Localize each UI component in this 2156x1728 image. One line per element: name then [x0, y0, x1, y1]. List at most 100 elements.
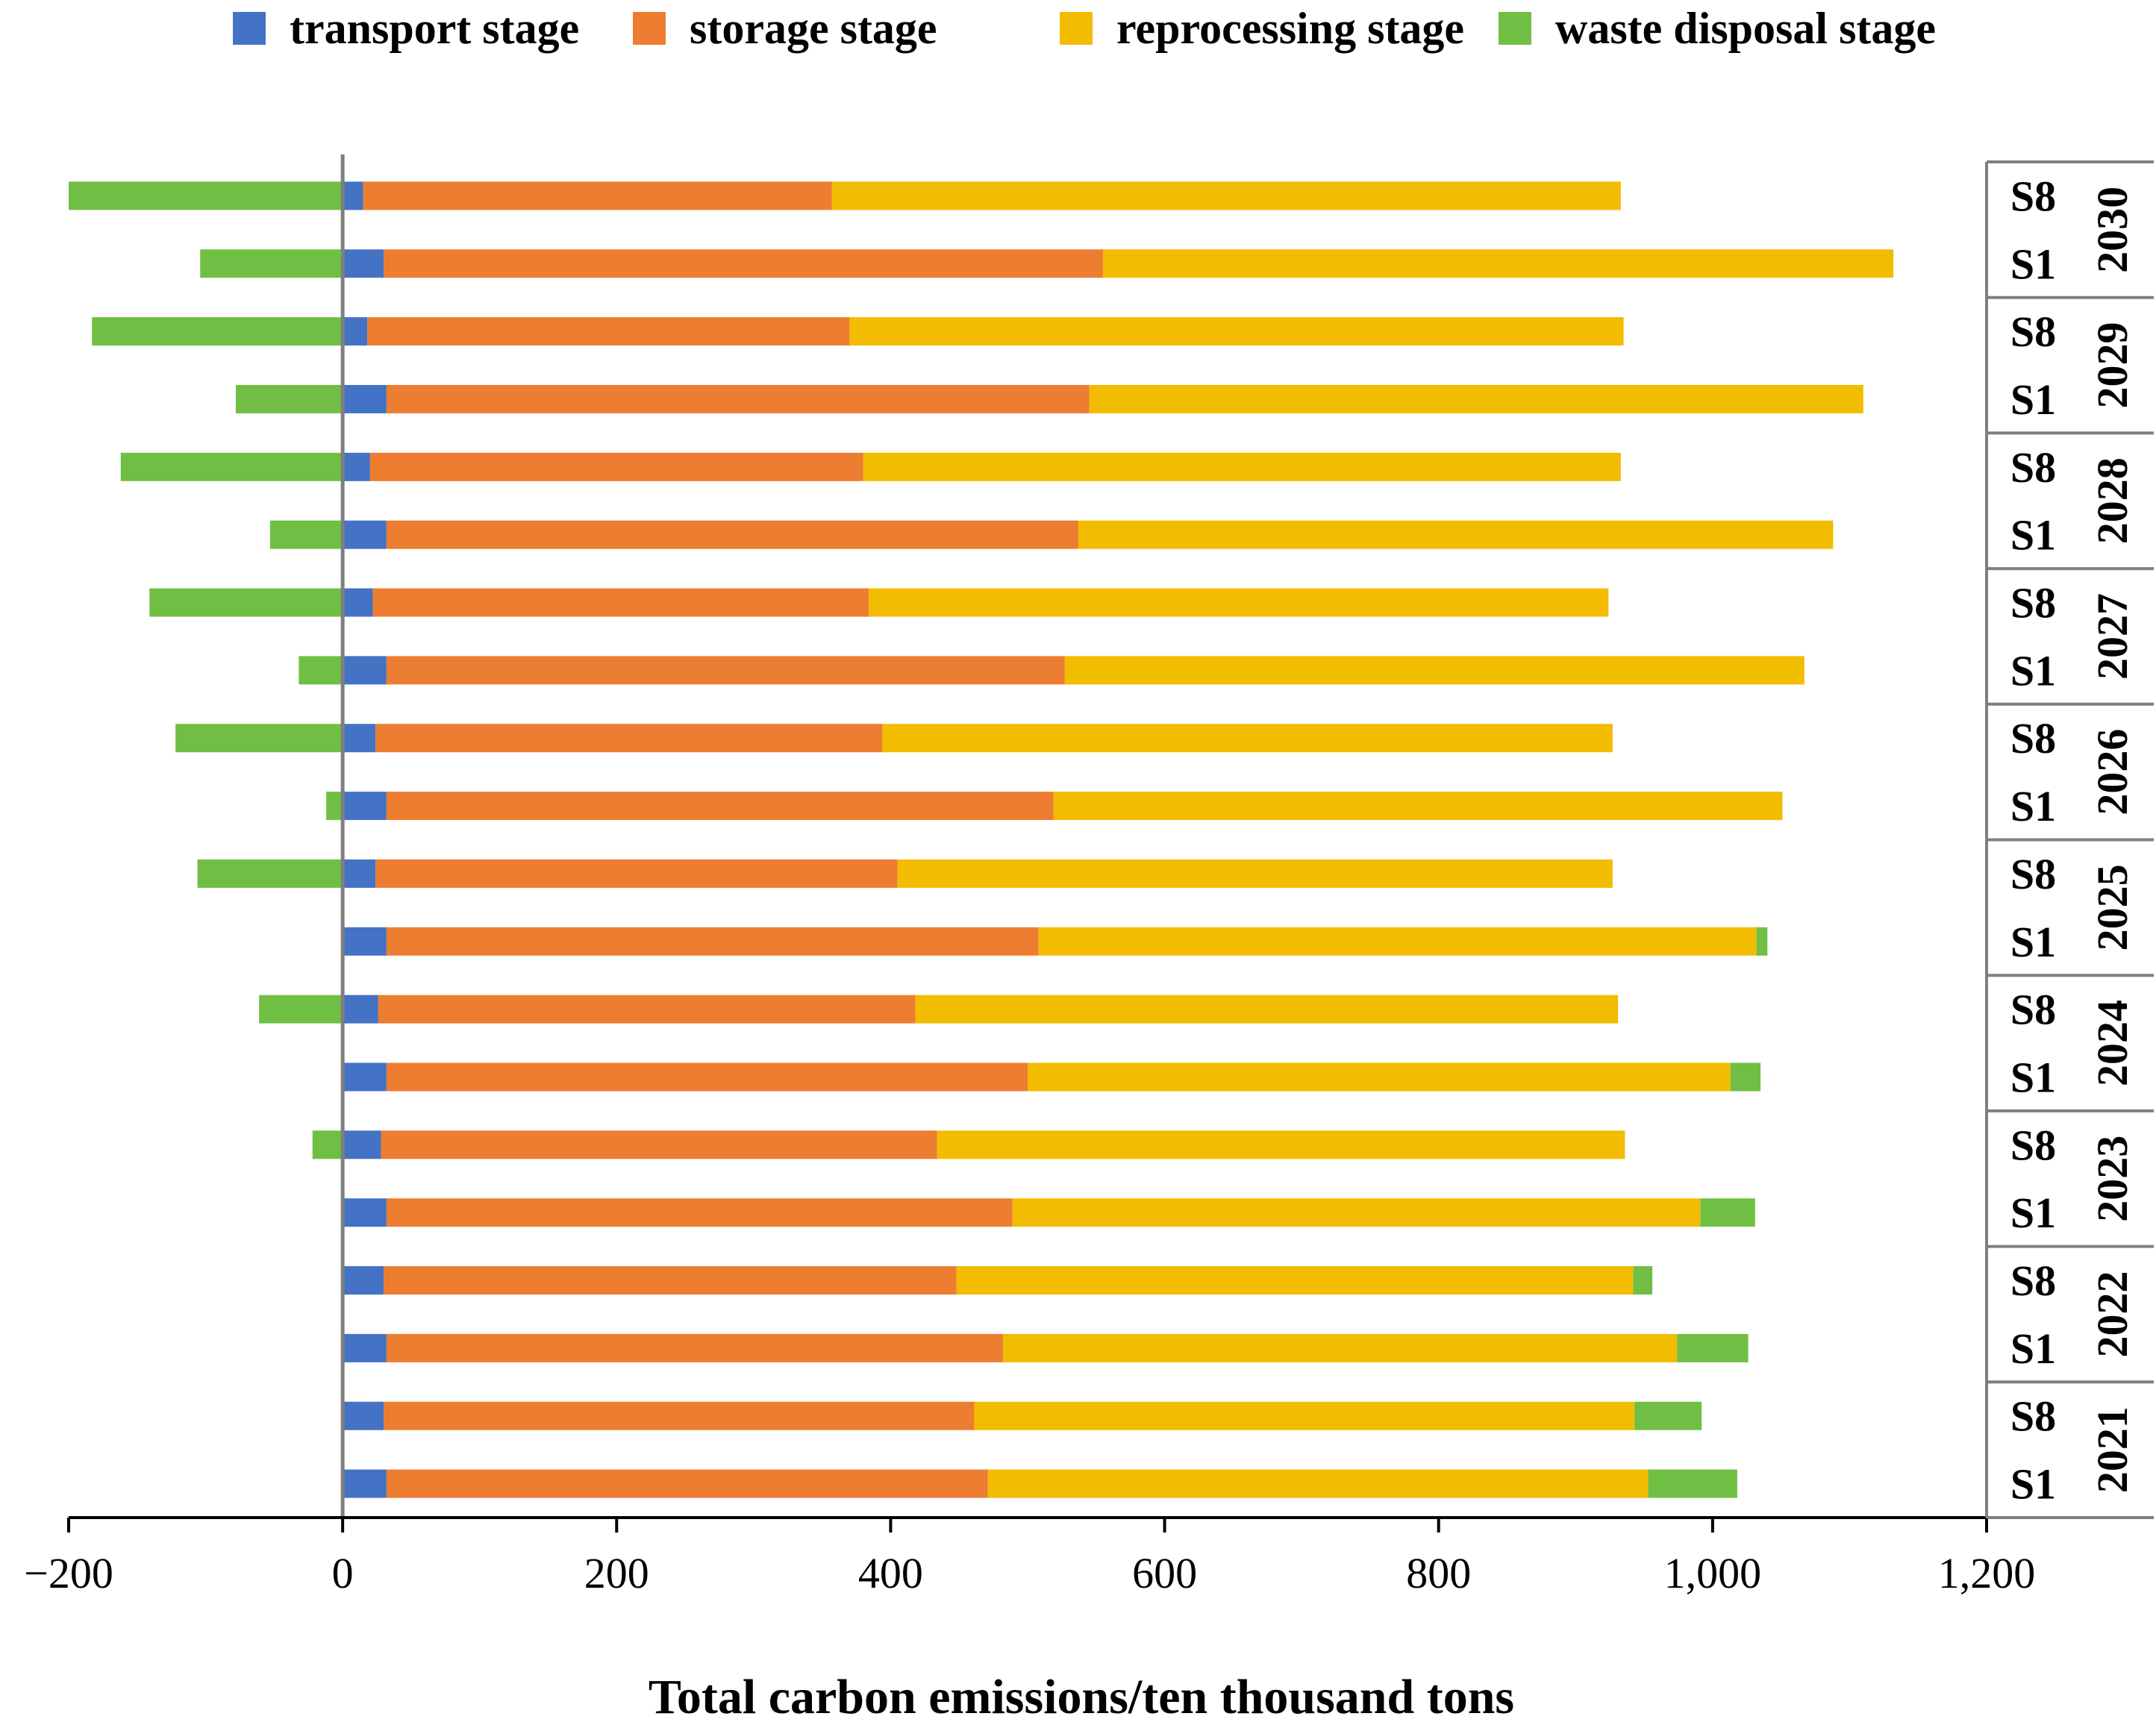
x-axis-title: Total carbon emissions/ten thousand tons — [649, 1670, 1514, 1724]
bar-2024-S8-reprocessing-stage — [915, 995, 1619, 1024]
scenario-label: S1 — [2010, 511, 2056, 560]
bar-2024-S8-transport-stage — [343, 995, 378, 1024]
legend-label-4: waste disposal stage — [1555, 4, 1936, 53]
bar-2026-S8-storage-stage — [375, 724, 883, 753]
scenario-label: S1 — [2010, 1189, 2056, 1237]
bar-2026-S8-reprocessing-stage — [882, 724, 1613, 753]
bar-2028-S1-transport-stage — [343, 520, 387, 549]
scenario-label: S8 — [2010, 1256, 2056, 1305]
bar-2028-S8-transport-stage — [343, 452, 370, 481]
x-tick-label: 800 — [1406, 1549, 1471, 1597]
bar-2030-S8-reprocessing-stage — [831, 181, 1621, 210]
bar-2029-S1-reprocessing-stage — [1089, 384, 1863, 413]
bar-2021-S1-transport-stage — [343, 1469, 387, 1498]
bar-2024-S8-waste-disposal-stage — [259, 995, 343, 1024]
bar-2024-S1-storage-stage — [386, 1062, 1028, 1092]
x-tick-label: −200 — [24, 1549, 113, 1597]
scenario-label: S8 — [2010, 986, 2056, 1034]
category-axis: S8 S1 2030 S8 S1 2029 S8 S1 2028 S8 S1 2027 S8 S1 2026… — [1985, 160, 2154, 1519]
bar-2027-S1-waste-disposal-stage — [299, 656, 343, 685]
bar-2026-S8-transport-stage — [343, 724, 376, 753]
bar-2026-S8-waste-disposal-stage — [175, 724, 343, 753]
bar-2029-S8-storage-stage — [367, 317, 850, 346]
bar-2030-S1-reprocessing-stage — [1102, 249, 1894, 278]
bar-2025-S1-reprocessing-stage — [1038, 927, 1757, 956]
bar-2030-S8-storage-stage — [363, 181, 832, 210]
legend-swatch-2 — [633, 12, 666, 45]
bar-2022-S8-reprocessing-stage — [956, 1266, 1634, 1295]
bar-2028-S8-reprocessing-stage — [863, 452, 1621, 481]
bar-2030-S1-waste-disposal-stage — [200, 249, 343, 278]
bar-2027-S1-reprocessing-stage — [1064, 656, 1805, 685]
scenario-label: S8 — [2010, 714, 2056, 763]
bar-2024-S8-storage-stage — [378, 995, 916, 1024]
bar-2021-S8-waste-disposal-stage — [1634, 1401, 1702, 1430]
scenario-label: S1 — [2010, 1460, 2056, 1509]
scenario-label: S8 — [2010, 443, 2056, 492]
x-tick-label: 400 — [858, 1549, 923, 1597]
bar-2022-S1-waste-disposal-stage — [1677, 1333, 1749, 1362]
bar-2029-S8-reprocessing-stage — [849, 317, 1624, 346]
bar-2022-S1-storage-stage — [386, 1333, 1003, 1362]
bar-2022-S8-transport-stage — [343, 1266, 384, 1295]
bar-2025-S8-waste-disposal-stage — [197, 859, 343, 888]
legend: transport stage storage stage reprocessing… — [233, 4, 1936, 53]
legend-swatch-1 — [233, 12, 266, 45]
bar-2021-S1-waste-disposal-stage — [1648, 1469, 1737, 1498]
bar-2022-S8-storage-stage — [384, 1266, 957, 1295]
bar-2023-S8-waste-disposal-stage — [312, 1130, 343, 1159]
bar-2027-S8-waste-disposal-stage — [149, 588, 343, 617]
bar-2023-S8-reprocessing-stage — [937, 1130, 1625, 1159]
bar-2024-S1-transport-stage — [343, 1062, 387, 1092]
bar-2029-S1-storage-stage — [386, 384, 1090, 413]
scenario-label: S1 — [2010, 918, 2056, 966]
bar-2024-S1-reprocessing-stage — [1028, 1062, 1731, 1092]
year-label: 2023 — [2088, 1136, 2137, 1222]
bar-2026-S1-storage-stage — [386, 792, 1054, 821]
bar-2027-S8-storage-stage — [372, 588, 869, 617]
year-label: 2030 — [2088, 187, 2137, 273]
scenario-label: S1 — [2010, 375, 2056, 424]
bar-2029-S1-waste-disposal-stage — [235, 384, 343, 413]
bar-2029-S1-transport-stage — [343, 384, 387, 413]
legend-label-2: storage stage — [690, 4, 937, 53]
bar-2030-S8-transport-stage — [343, 181, 363, 210]
bar-2026-S1-reprocessing-stage — [1053, 792, 1783, 821]
bar-2025-S1-storage-stage — [386, 927, 1039, 956]
year-label: 2026 — [2088, 729, 2137, 816]
bar-2023-S1-transport-stage — [343, 1198, 387, 1227]
bar-2022-S1-reprocessing-stage — [1002, 1333, 1678, 1362]
x-tick-label: 1,000 — [1664, 1549, 1762, 1597]
scenario-label: S1 — [2010, 240, 2056, 288]
bar-2025-S8-reprocessing-stage — [897, 859, 1613, 888]
year-label: 2028 — [2088, 457, 2137, 544]
bar-2025-S1-transport-stage — [343, 927, 387, 956]
scenario-label: S8 — [2010, 1392, 2056, 1441]
bar-2023-S1-reprocessing-stage — [1012, 1198, 1701, 1227]
bar-2025-S8-storage-stage — [375, 859, 898, 888]
year-label: 2022 — [2088, 1271, 2137, 1357]
bar-2024-S1-waste-disposal-stage — [1730, 1062, 1761, 1092]
scenario-label: S8 — [2010, 1121, 2056, 1169]
bar-2021-S1-storage-stage — [386, 1469, 988, 1498]
scenario-label: S8 — [2010, 850, 2056, 898]
bar-2028-S1-storage-stage — [386, 520, 1078, 549]
year-label: 2024 — [2088, 1000, 2137, 1086]
bar-2030-S1-transport-stage — [343, 249, 384, 278]
bar-2027-S1-transport-stage — [343, 656, 387, 685]
bar-2027-S8-reprocessing-stage — [869, 588, 1609, 617]
bar-2030-S8-waste-disposal-stage — [69, 181, 343, 210]
bar-2028-S1-waste-disposal-stage — [269, 520, 343, 549]
bar-2027-S1-storage-stage — [386, 656, 1065, 685]
bar-2028-S8-storage-stage — [369, 452, 863, 481]
bars — [69, 181, 1894, 1498]
year-label: 2029 — [2088, 322, 2137, 409]
scenario-label: S1 — [2010, 1053, 2056, 1101]
legend-label-1: transport stage — [290, 4, 579, 53]
x-tick-label: 1,200 — [1938, 1549, 2036, 1597]
bar-2027-S8-transport-stage — [343, 588, 373, 617]
bar-2023-S8-transport-stage — [343, 1130, 381, 1159]
x-axis: −200 0 200 400 600 800 1,000 1,200 — [24, 1516, 2036, 1597]
year-label: 2025 — [2088, 864, 2137, 951]
